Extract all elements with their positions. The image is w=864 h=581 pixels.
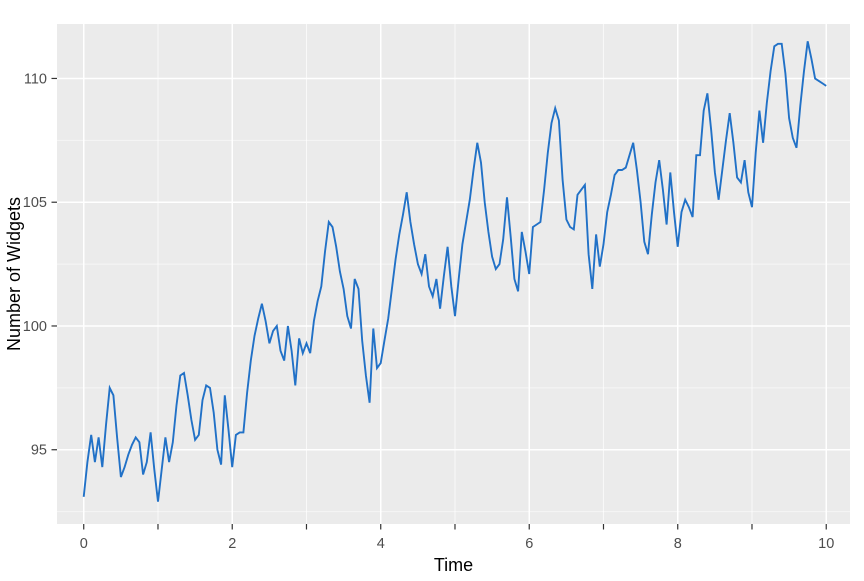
y-axis-tick-label: 95 (31, 443, 47, 459)
x-axis-title: Time (434, 555, 473, 575)
y-axis-tick-label: 110 (24, 71, 47, 87)
y-axis-tick-label: 100 (23, 319, 47, 335)
x-axis-tick-label: 10 (818, 536, 834, 552)
x-axis-tick-label: 8 (674, 536, 682, 552)
y-axis-title: Number of Widgets (4, 197, 24, 351)
data-line-series (82, 41, 827, 502)
x-axis-tick-label: 0 (80, 536, 88, 552)
x-axis-tick-label: 6 (525, 536, 533, 552)
plot-panel (57, 24, 850, 524)
y-axis-tick-label: 105 (23, 195, 47, 211)
x-axis-tick-label: 4 (377, 536, 385, 552)
x-axis-tick-label: 2 (228, 536, 236, 552)
